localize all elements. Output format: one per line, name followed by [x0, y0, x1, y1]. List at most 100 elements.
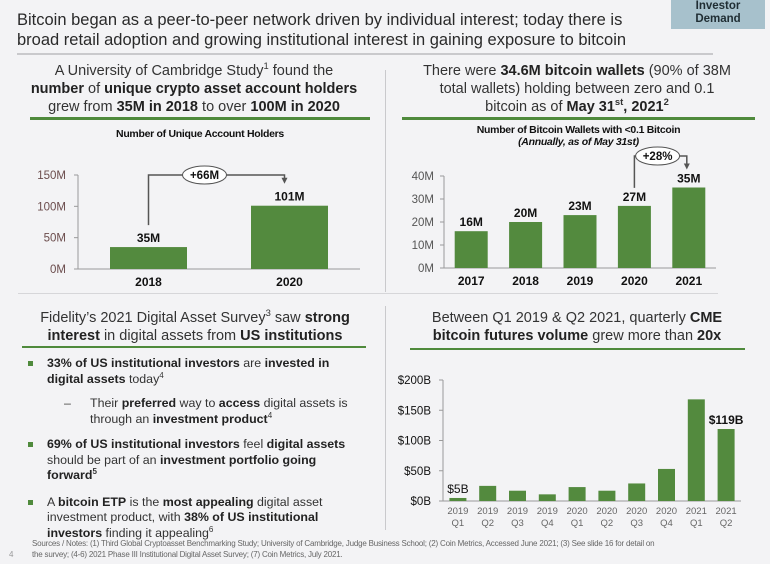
sources-notes-line-2: the survey; (4-6) 2021 Phase III Institu…	[32, 550, 343, 559]
bullet-item: 33% of US institutional investors are in…	[28, 356, 368, 387]
panel-divider-vertical-top	[385, 70, 386, 292]
text-run: A University of Cambridge Study	[54, 63, 264, 79]
text-run: finding it appealing	[102, 525, 209, 540]
x-tick-label-year: 2021	[686, 506, 707, 517]
x-tick-label: 2018	[512, 274, 539, 288]
sub-bullet-item: – Their preferred way to access digital a…	[28, 396, 368, 427]
x-tick-label: 2020	[276, 275, 303, 289]
y-tick-label: 40M	[412, 171, 434, 183]
y-tick-label: 10M	[412, 240, 434, 252]
x-tick-label-quarter: Q4	[541, 518, 554, 529]
badge-line-2: Demand	[695, 13, 741, 25]
data-label: 101M	[274, 190, 304, 204]
growth-callout-label: +28%	[643, 151, 673, 163]
y-tick-label: $200B	[398, 375, 432, 387]
data-label: 27M	[623, 190, 646, 204]
bar-2017	[454, 231, 488, 268]
text-run: total wallets) holding between zero and …	[439, 81, 715, 97]
bar-2021-Q1	[687, 399, 705, 501]
bar-2020-Q1	[568, 487, 586, 501]
y-tick-label: 150M	[37, 170, 66, 182]
text-run: interest	[47, 328, 100, 344]
text-run: A	[47, 494, 59, 509]
growth-arrow-icon	[683, 163, 690, 170]
x-tick-label-quarter: Q2	[601, 518, 614, 529]
bullet-item: 69% of US institutional investors feel d…	[28, 437, 368, 484]
slide-title-line-1: Bitcoin began as a peer-to-peer network …	[17, 11, 623, 29]
text-run: digital asset investment product, with	[47, 494, 323, 525]
sources-notes-line-1: Sources / Notes: (1) Third Global Crypto…	[32, 539, 655, 548]
y-tick-label: 20M	[412, 217, 434, 229]
bar-2019-Q1	[449, 497, 467, 501]
text-run: Their	[90, 396, 122, 410]
account-holders-chart: 0M 50M 100M 150M 35M 2018 101M 2020 +66M	[37, 165, 360, 289]
bar-2019	[563, 215, 597, 268]
x-tick-label-quarter: Q2	[720, 518, 733, 529]
text-run: unique crypto asset account holders	[104, 81, 358, 97]
x-tick-label: 2018	[135, 275, 162, 289]
text-run: bitcoin as of	[485, 99, 567, 115]
text-run: There were	[423, 63, 501, 79]
text-run: CME	[689, 310, 723, 326]
text-run: bitcoin futures volume	[432, 328, 589, 344]
x-tick-label-year: 2020	[656, 506, 677, 517]
growth-callout-bubble	[182, 165, 227, 185]
square-bullet-icon	[28, 442, 33, 447]
data-label: 16M	[460, 215, 483, 229]
growth-callout-bubble	[635, 146, 681, 166]
cme-futures-headline: Between Q1 2019 & Q2 2021, quarterly CME…	[392, 309, 762, 345]
text-run: should be part of an	[47, 452, 160, 467]
x-tick-label: 2021	[675, 274, 702, 288]
text-run: 34.6M bitcoin wallets	[500, 63, 645, 79]
dash-marker: –	[64, 396, 71, 410]
bar-2021-Q2	[717, 429, 735, 501]
wallets-chart-title: Number of Bitcoin Wallets with <0.1 Bitc…	[476, 124, 681, 136]
x-tick-label-quarter: Q3	[630, 518, 643, 529]
text-run: is the	[126, 494, 163, 509]
growth-arrow-icon	[281, 177, 288, 184]
text-run: 20x	[697, 328, 722, 344]
text-run: digital assets	[266, 437, 346, 451]
text-run: 3	[265, 307, 271, 319]
square-bullet-icon	[28, 499, 33, 505]
panel-divider-vertical-bottom	[385, 306, 386, 530]
section-badge: Investor Demand	[671, 0, 765, 29]
bar-2019-Q2	[479, 485, 497, 501]
y-tick-label: 50M	[44, 233, 66, 245]
slide-title-line-2: broad retail adoption and growing instit…	[17, 31, 627, 49]
x-tick-label-quarter: Q3	[511, 518, 524, 529]
wallets-headline-rule	[402, 117, 755, 120]
text-run: are	[239, 356, 265, 370]
x-tick-label-year: 2020	[596, 506, 617, 517]
square-bullet-icon	[28, 361, 33, 366]
data-label: 23M	[568, 199, 591, 213]
x-tick-label-year: 2019	[447, 506, 468, 517]
text-run: 4	[267, 410, 273, 420]
badge-line-1: Investor	[695, 0, 741, 12]
header-divider	[17, 53, 713, 55]
text-run: 35M in 2018	[116, 99, 199, 115]
text-run: grew from	[48, 99, 117, 115]
text-run: grew more than	[588, 328, 698, 344]
data-label: $119B	[709, 413, 744, 427]
text-run: Between Q1 2019 & Q2 2021, quarterly	[431, 310, 690, 326]
y-tick-label: 100M	[37, 201, 66, 213]
x-tick-label-year: 2019	[507, 506, 528, 517]
x-tick-label: 2019	[567, 274, 594, 288]
text-run: investment product	[152, 411, 268, 426]
text-run: saw	[270, 310, 305, 326]
bitcoin-wallets-chart: 0M 10M 20M 30M 40M 16M 2017 20M 2018 23M 2019 27M 20…	[412, 146, 716, 288]
data-label: 35M	[137, 231, 160, 245]
x-tick-label-quarter: Q2	[481, 518, 494, 529]
text-run: to over	[198, 99, 251, 115]
bar-2019-Q3	[509, 490, 526, 501]
text-run: invested in digital assets	[47, 356, 330, 386]
text-run: 1	[263, 60, 269, 72]
data-label: 20M	[514, 206, 537, 220]
y-tick-label: 30M	[412, 194, 434, 206]
fidelity-survey-headline: Fidelity’s 2021 Digital Asset Survey3 sa…	[14, 307, 376, 345]
x-tick-label-year: 2021	[716, 506, 737, 517]
bar-2018	[110, 247, 187, 269]
text-run: most appealing	[162, 494, 254, 509]
text-run: 33% of US institutional investors	[47, 356, 240, 370]
